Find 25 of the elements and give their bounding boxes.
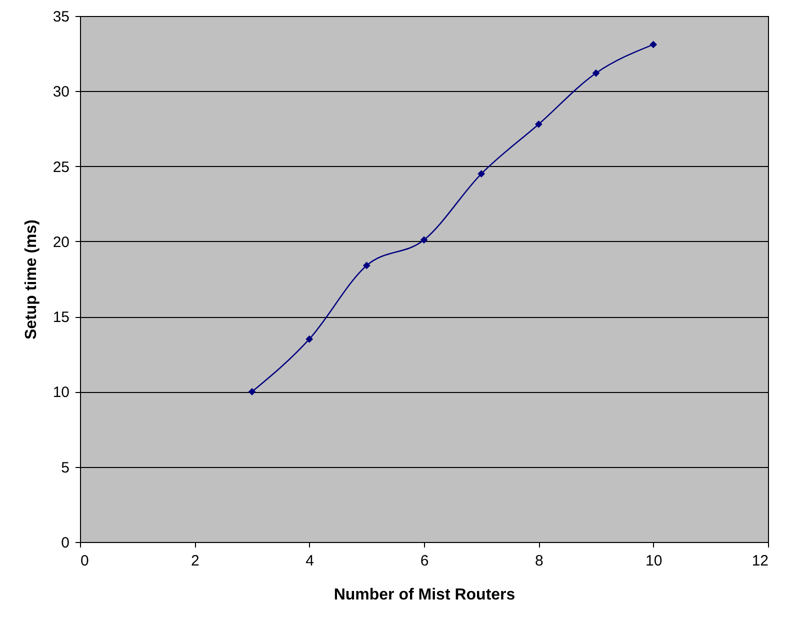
x-tick-label: 0 — [80, 552, 89, 570]
x-tick-label: 12 — [752, 552, 768, 570]
point — [534, 120, 542, 128]
point — [420, 236, 428, 244]
point — [650, 40, 658, 48]
x-tick-label: 10 — [645, 552, 662, 570]
y-tick-label: 15 — [52, 309, 70, 326]
x-tick-label: 2 — [190, 552, 200, 570]
point — [592, 69, 600, 77]
y-tick-label: 0 — [61, 534, 70, 552]
point — [362, 262, 370, 270]
point — [248, 388, 256, 396]
y-axis-title: Setup time (ms) — [22, 219, 40, 340]
x-axis-title: Number of Mist Routers — [334, 586, 516, 604]
y-tick-label: 35 — [52, 8, 70, 26]
y-tick-label: 20 — [52, 234, 70, 251]
x-tick-label: 4 — [306, 552, 314, 570]
x-tick-label: 8 — [534, 552, 544, 570]
y-tick-label: 5 — [61, 459, 70, 476]
point — [306, 335, 314, 343]
x-tick-label: 6 — [420, 552, 429, 570]
y-tick-label: 25 — [52, 158, 70, 176]
point — [478, 170, 486, 178]
y-tick-label: 30 — [52, 84, 70, 101]
y-tick-label: 10 — [52, 384, 70, 402]
